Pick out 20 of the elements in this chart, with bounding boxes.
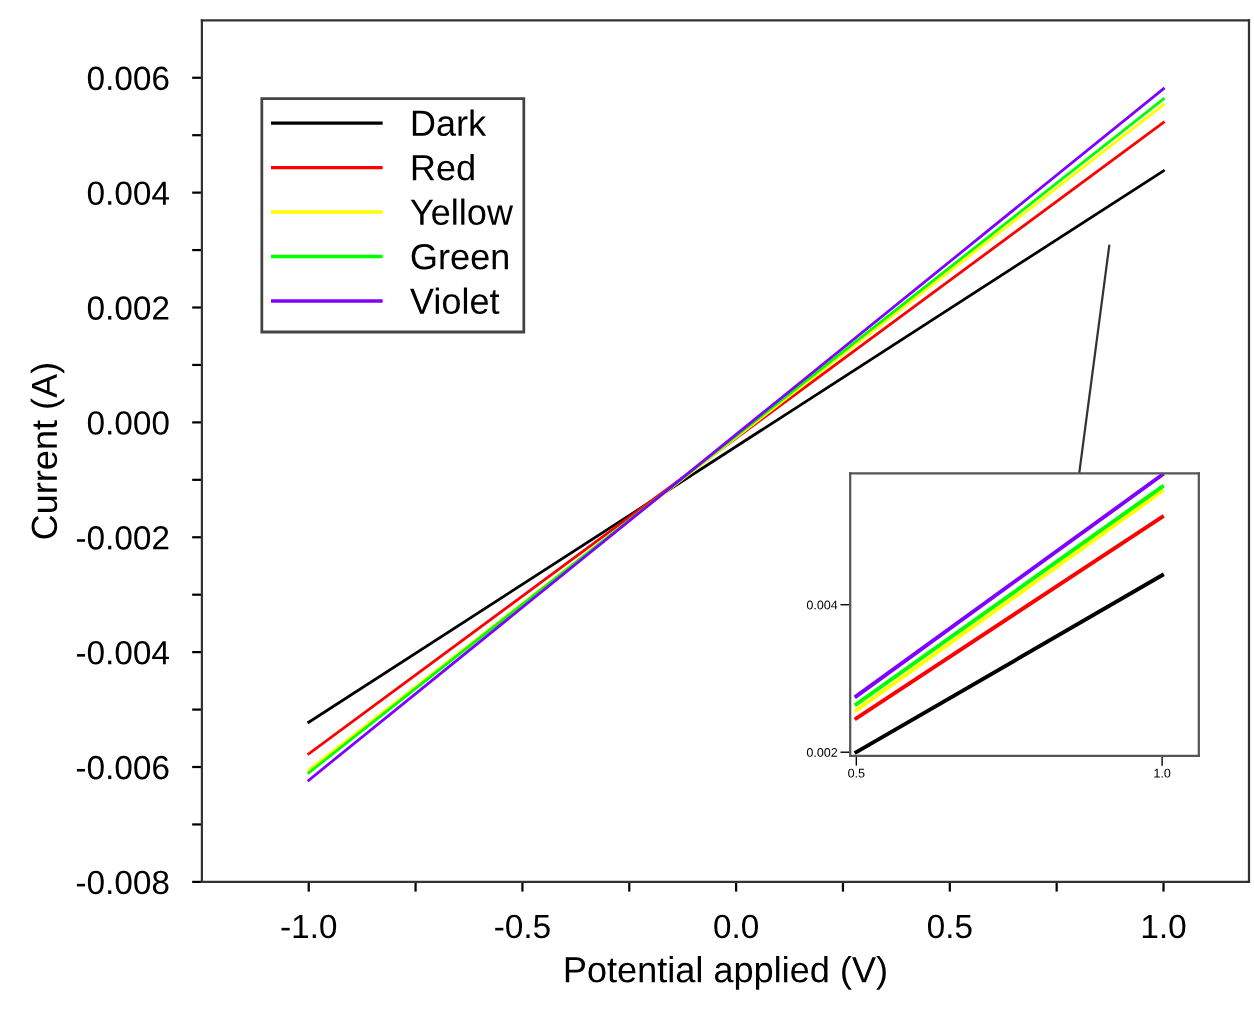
- x-tick-label: -1.0: [281, 914, 337, 939]
- legend-label: Violet: [410, 287, 500, 315]
- legend-label: Dark: [412, 109, 487, 137]
- y-tick-label: -0.002: [76, 526, 169, 550]
- y-axis-title: Current (A): [30, 364, 65, 539]
- x-tick-label: -0.5: [495, 914, 550, 939]
- y-tick-label: 0.006: [87, 66, 169, 91]
- legend-label: Red: [412, 154, 474, 181]
- y-tick-label: 0.004: [87, 181, 169, 206]
- y-tick-label: -0.008: [76, 870, 169, 895]
- x-tick-label: 0.0: [714, 914, 758, 939]
- x-tick-label: 1.0: [1142, 914, 1186, 939]
- y-tick-label: 0.002: [87, 296, 169, 320]
- y-tick-label: -0.004: [76, 640, 169, 665]
- legend-label: Yellow: [410, 198, 514, 226]
- y-tick-label: 0.000: [87, 411, 169, 435]
- legend-label: Green: [411, 243, 508, 270]
- x-axis-title: Potential applied (V): [565, 956, 886, 990]
- x-tick-label: 0.5: [927, 914, 972, 939]
- y-tick-label: -0.006: [76, 755, 169, 780]
